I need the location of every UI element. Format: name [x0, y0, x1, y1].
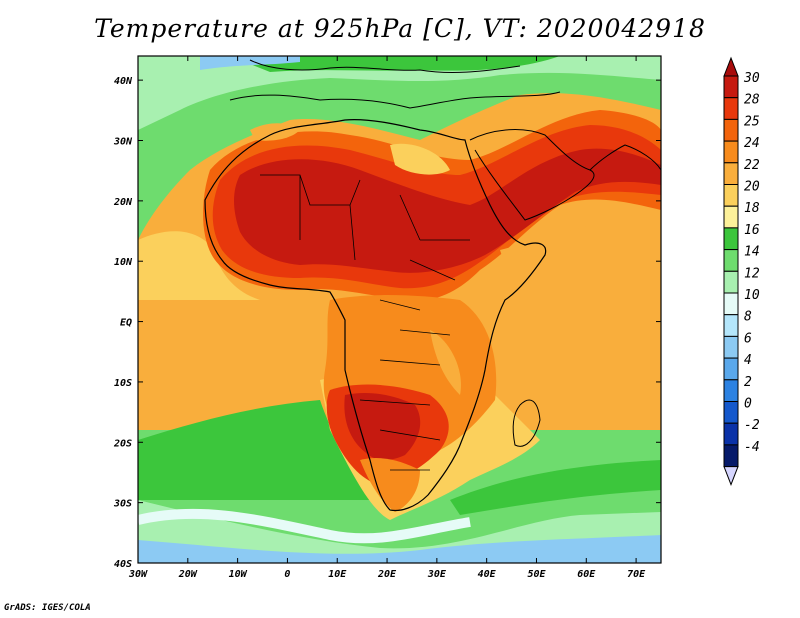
y-tick-label: 40N — [114, 76, 133, 87]
field-north-green — [138, 56, 661, 240]
field-egypt-yellow — [390, 143, 450, 175]
country-borders — [260, 174, 470, 471]
y-tick-label: 20N — [113, 197, 133, 208]
colorbar-label: 30 — [743, 71, 760, 86]
red-sea-coastline — [474, 149, 595, 221]
colorbar-swatch — [723, 118, 739, 142]
x-tick-label: 20E — [377, 569, 397, 580]
colorbar-swatch — [723, 379, 739, 402]
x-tick-label: 10W — [229, 569, 248, 580]
x-axis-ticks: 30W 20W 10W 0 10E 20E 30E 40E 50E 60E 70E — [128, 56, 646, 580]
colorbar-label: 10 — [744, 288, 760, 303]
colorbar-label: -4 — [744, 440, 760, 455]
field-indian-ocean — [500, 210, 661, 330]
field-southern-band — [138, 508, 471, 544]
colorbar-label: 12 — [744, 266, 760, 281]
colorbar-label: 18 — [744, 201, 760, 216]
colorbar-label: 20 — [744, 180, 760, 195]
colorbar-swatch — [723, 205, 739, 229]
colorbar-swatch — [723, 97, 739, 120]
africa-coastline — [204, 119, 547, 512]
field-kalahari-orange — [360, 458, 420, 512]
x-tick-label: 0 — [284, 569, 290, 580]
x-tick-label: 60E — [577, 569, 596, 580]
colorbar-swatch — [723, 140, 739, 164]
field-med-green — [230, 56, 560, 72]
madagascar-coastline — [512, 399, 541, 447]
map-title: Temperature at 925hPa [C], VT: 202004291… — [94, 14, 706, 43]
x-tick-label: 20W — [178, 569, 198, 580]
field-atlantic-yellow — [138, 231, 260, 300]
colorbar-label: 0 — [744, 397, 752, 412]
coastlines — [204, 59, 661, 512]
colorbar-swatch — [723, 75, 739, 99]
colorbar-label: 16 — [744, 223, 760, 238]
colorbar-swatch — [723, 335, 739, 359]
field-lakes-yellow — [430, 330, 461, 395]
colorbar-swatch — [723, 292, 739, 316]
field-nw-blue — [200, 56, 300, 70]
field-zambia-darkred — [344, 393, 421, 460]
colorbar-swatch — [723, 314, 739, 337]
field-sahel-darkred — [234, 148, 661, 273]
y-axis-ticks: 40N 30N 20N 10N EQ 10S 20S 30S 40S — [113, 76, 661, 570]
colorbar-swatch — [723, 422, 739, 446]
colorbar-swatch — [723, 249, 739, 272]
colorbar-swatch — [723, 162, 739, 186]
colorbar-label: 4 — [744, 353, 752, 368]
colorbar-label: 8 — [744, 310, 752, 325]
x-tick-label: 50E — [527, 569, 546, 580]
credit-label: GrADS: IGES/COLA — [4, 603, 91, 613]
field-sw-green — [138, 400, 380, 500]
map-frame — [137, 55, 662, 564]
field-southern-blue — [138, 535, 661, 563]
colorbar-label: 6 — [744, 331, 752, 346]
field-se-green — [450, 460, 661, 515]
y-tick-label: 30S — [113, 499, 132, 510]
x-tick-label: 10E — [328, 569, 347, 580]
colorbar-bottom-arrow — [723, 466, 739, 486]
europe-coastline — [249, 59, 521, 74]
arabia-coastline — [469, 129, 661, 171]
colorbar-swatch — [723, 184, 739, 207]
y-tick-label: 10S — [114, 378, 132, 389]
colorbar-swatch — [723, 227, 739, 251]
x-tick-label: 40E — [478, 569, 497, 580]
y-tick-label: 10N — [114, 257, 133, 268]
y-tick-label: 40S — [114, 559, 132, 570]
x-tick-label: 30W — [128, 569, 148, 580]
colorbar-swatch — [723, 270, 739, 294]
x-tick-label: 30E — [427, 569, 447, 580]
field-algeria-yellow — [250, 123, 300, 141]
colorbar-swatch — [723, 357, 739, 381]
colorbar-label: 14 — [744, 245, 760, 260]
colorbar-swatch — [723, 401, 739, 424]
colorbar-label: 24 — [744, 136, 760, 151]
y-tick-label: 20S — [113, 438, 132, 449]
y-tick-label: EQ — [120, 318, 132, 329]
colorbar-label: 28 — [744, 93, 760, 108]
colorbar-swatch — [723, 444, 739, 468]
colorbar-label: -2 — [744, 418, 760, 433]
mediterranean-coastline — [229, 91, 561, 109]
colorbar-label: 25 — [744, 114, 760, 129]
y-tick-label: 30N — [113, 137, 133, 148]
colorbar-top-arrow — [723, 56, 739, 77]
colorbar-label: 2 — [744, 375, 752, 390]
colorbar-label: 22 — [744, 158, 760, 173]
field-north-light — [138, 56, 661, 130]
x-tick-label: 70E — [627, 569, 646, 580]
temperature-field — [138, 56, 661, 563]
